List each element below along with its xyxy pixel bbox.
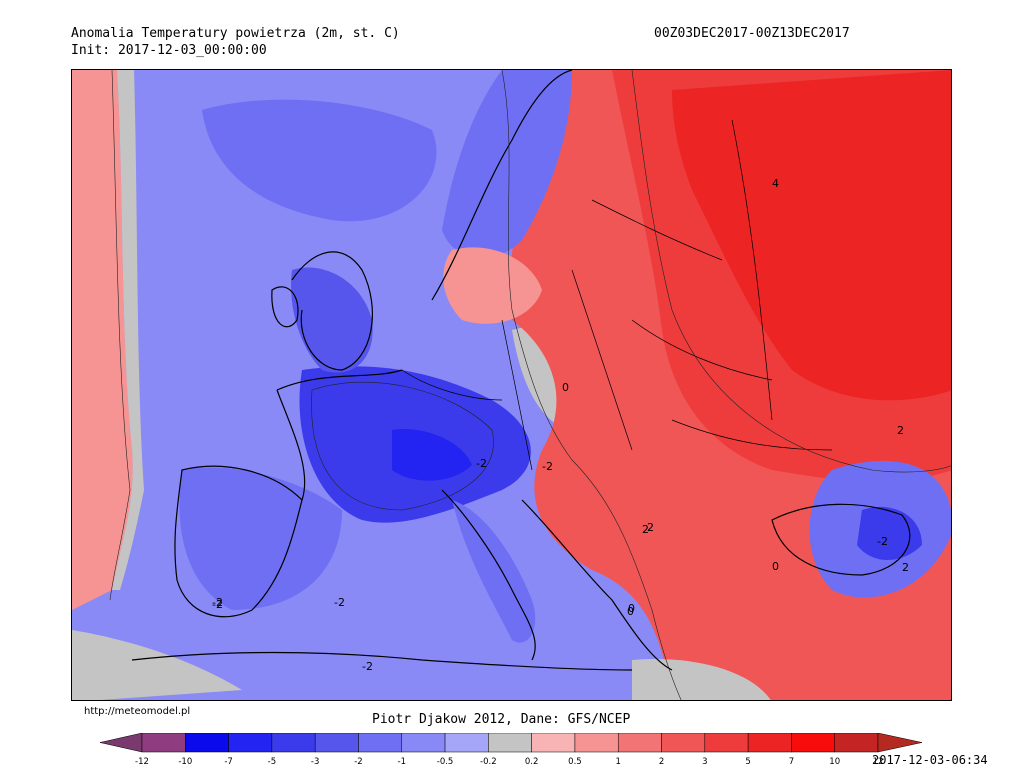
contour-label: 0 xyxy=(628,602,635,615)
legend-tick-label: 2 xyxy=(659,757,664,767)
coastline-ireland xyxy=(271,286,299,328)
coastline-uk xyxy=(291,251,373,371)
legend-swatch xyxy=(488,733,532,753)
legend-swatch xyxy=(314,733,359,753)
legend-tick-label: -3 xyxy=(311,757,319,767)
contour-label: -2 xyxy=(212,596,223,609)
contour-label-group: -2 -2 -2 -2 -2 0 0 0 2 2 2 4 -2 -2 2 0 xyxy=(212,177,909,673)
init-time: Init: 2017-12-03_00:00:00 xyxy=(71,43,267,58)
contour-label: 0 xyxy=(627,605,634,618)
border-line-3 xyxy=(571,269,633,451)
legend-tick-label: 10 xyxy=(829,757,840,767)
legend-tick-label: 0.5 xyxy=(568,757,582,767)
map-title: Anomalia Temperatury powietrza (2m, st. … xyxy=(71,26,400,41)
legend-tick-label: 12 xyxy=(873,757,884,767)
coastline-balkans xyxy=(521,499,673,671)
border-line-1 xyxy=(401,369,503,401)
contour-label: -2 xyxy=(362,660,373,673)
contour-label: -2 xyxy=(877,535,888,548)
legend-swatch xyxy=(574,733,619,753)
credits: Piotr Djakow 2012, Dane: GFS/NCEP xyxy=(372,712,631,727)
legend-tick-label: -0.5 xyxy=(437,757,454,767)
legend-tick-label: 5 xyxy=(745,757,750,767)
atlantic-warm-band xyxy=(72,70,133,610)
color-legend: -12 -10 -7 -5 -3 -2 -1 -0.5 -0.2 0.2 0.5 1 2 3 5 7 10 12 xyxy=(100,733,922,767)
legend-tick-label: 7 xyxy=(789,757,794,767)
warm-anomaly-core xyxy=(672,70,951,401)
contour-label: -2 xyxy=(334,596,345,609)
source-url: http://meteomodel.pl xyxy=(84,706,191,717)
legend-swatch xyxy=(141,733,186,753)
legend-tick-label: 1 xyxy=(616,757,621,767)
border-line-2 xyxy=(501,319,533,471)
anomaly-contours xyxy=(109,70,951,700)
legend-swatch xyxy=(444,733,489,753)
contour-label: -2 xyxy=(212,598,223,611)
contour-zero xyxy=(501,70,682,700)
contour-minus-two xyxy=(311,381,494,511)
legend-tick-label: -5 xyxy=(268,757,276,767)
legend-tick-label: -7 xyxy=(224,757,232,767)
legend-tick-label: -0.2 xyxy=(480,757,497,767)
contour-label: 0 xyxy=(562,381,569,394)
generation-timestamp: 2017-12-03-06:34 xyxy=(872,753,988,767)
legend-swatch xyxy=(358,733,403,753)
legend-swatch xyxy=(617,733,662,753)
contour-label: 4 xyxy=(772,177,779,190)
legend-swatch xyxy=(401,733,446,753)
legend-tick-label: -12 xyxy=(135,757,149,767)
coastline-black-sea xyxy=(771,503,911,576)
atlantic-neutral-strip xyxy=(112,70,144,590)
coastline-iberia xyxy=(174,465,303,618)
border-line-7 xyxy=(731,119,773,421)
cold-italy xyxy=(452,500,536,643)
contour-label: 2 xyxy=(647,521,654,534)
legend-tick-label: 0.2 xyxy=(525,757,539,767)
cold-patch-north xyxy=(202,99,437,222)
legend-swatch xyxy=(747,733,792,753)
warm-north-germany xyxy=(443,247,542,324)
legend-high-arrow xyxy=(877,733,922,753)
coastline-france xyxy=(276,369,403,501)
legend-swatch xyxy=(661,733,706,753)
legend-tick-label: -1 xyxy=(398,757,406,767)
coastline-italy xyxy=(441,489,536,661)
neutral-libya xyxy=(632,659,771,700)
border-line-6 xyxy=(591,199,723,261)
forecast-period: 00Z03DEC2017-00Z13DEC2017 xyxy=(654,26,850,41)
legend-swatch xyxy=(531,733,576,753)
coastline-scandinavia xyxy=(431,70,573,301)
contour-label: 0 xyxy=(772,560,779,573)
coastline-north-africa xyxy=(131,651,633,671)
border-line-5 xyxy=(671,419,833,451)
legend-swatch xyxy=(791,733,835,753)
neutral-north-africa xyxy=(72,630,242,700)
contour-plus-two xyxy=(631,70,951,473)
legend-low-arrow xyxy=(100,733,143,753)
contour-label: -2 xyxy=(542,460,553,473)
legend-swatch xyxy=(271,733,316,753)
temperature-anomaly-map: -2 -2 -2 -2 -2 0 0 0 2 2 2 4 -2 -2 2 0 xyxy=(71,69,952,701)
legend-swatch xyxy=(228,733,273,753)
borders xyxy=(401,119,833,471)
legend-tick-label: -10 xyxy=(178,757,192,767)
contour-label: -2 xyxy=(476,457,487,470)
contour-label: 2 xyxy=(902,561,909,574)
cold-scandinavia xyxy=(442,70,572,259)
border-line-4 xyxy=(631,319,773,381)
coastlines xyxy=(131,70,911,671)
legend-tick-label: -2 xyxy=(354,757,362,767)
contour-label: 2 xyxy=(897,424,904,437)
legend-swatch xyxy=(185,733,229,753)
cold-uk xyxy=(291,267,373,373)
contour-label: 2 xyxy=(642,523,649,536)
contour-atlantic xyxy=(109,70,131,601)
cold-core-alps-inner xyxy=(392,429,472,481)
legend-swatch xyxy=(834,733,879,753)
legend-swatch xyxy=(704,733,749,753)
legend-tick-label: 3 xyxy=(702,757,707,767)
